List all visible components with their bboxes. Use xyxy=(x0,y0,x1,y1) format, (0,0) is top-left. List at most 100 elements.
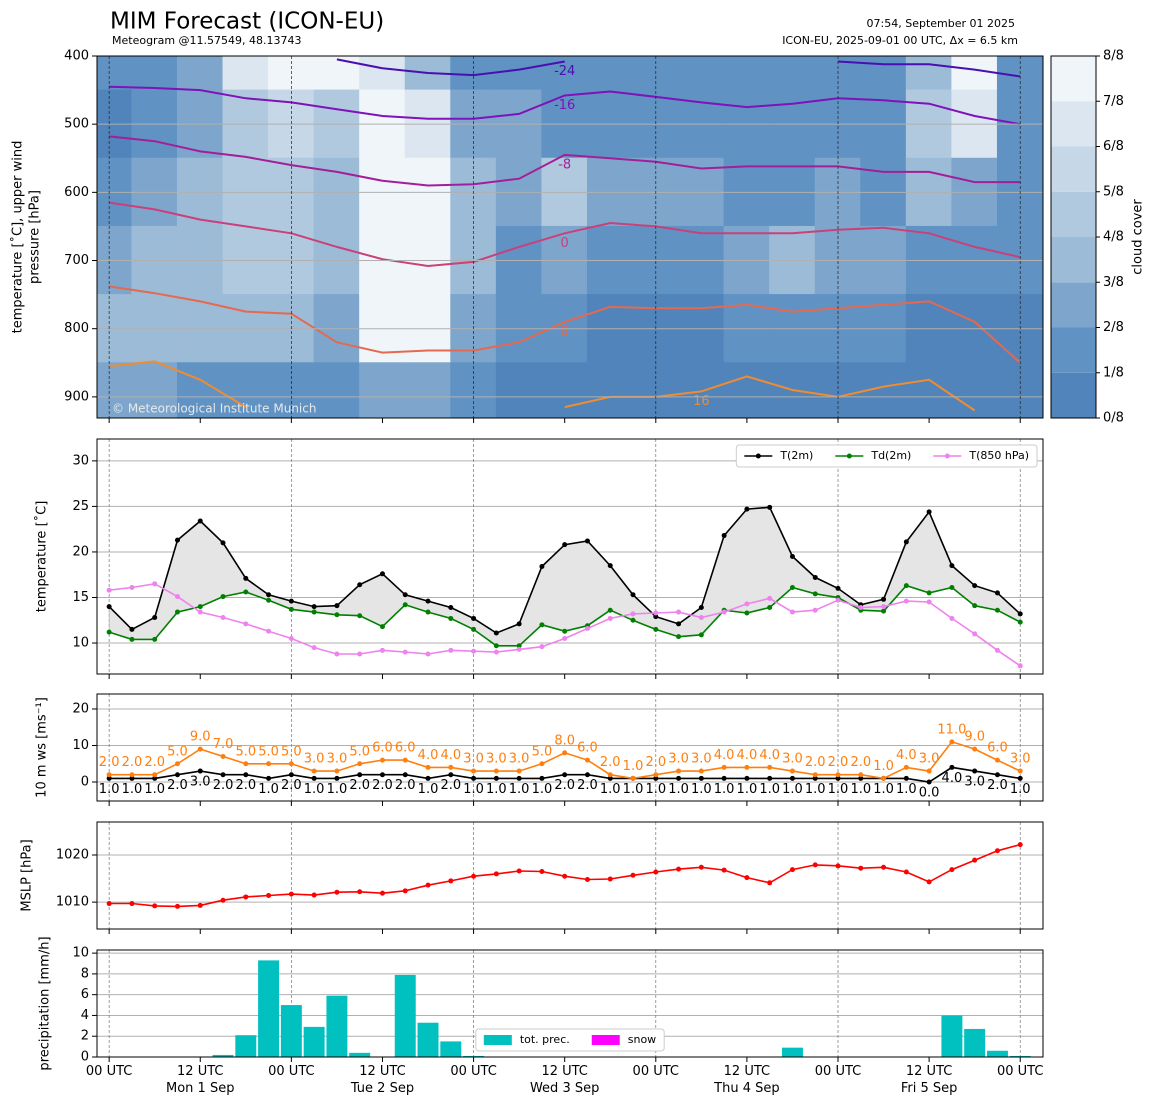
value-label: 1.0 xyxy=(122,782,143,797)
point xyxy=(630,617,636,623)
point xyxy=(584,772,590,778)
x-tick-label: 12 UTC Mon 1 Sep xyxy=(166,1064,235,1096)
point xyxy=(926,599,932,605)
point xyxy=(721,764,727,770)
point xyxy=(243,589,249,595)
point xyxy=(972,603,978,609)
point xyxy=(926,590,932,596)
value-label: 1.0 xyxy=(600,782,621,797)
point xyxy=(311,604,317,610)
point xyxy=(1017,768,1023,774)
legend-label: snow xyxy=(628,1033,656,1046)
point xyxy=(1017,842,1023,848)
value-label: 9.0 xyxy=(190,730,211,745)
value-label: 2.0 xyxy=(395,778,416,793)
point xyxy=(812,862,818,868)
y-tick-label: 0 xyxy=(81,1050,89,1065)
legend-box xyxy=(475,1028,665,1052)
point xyxy=(174,537,180,543)
point xyxy=(516,775,522,781)
value-label: 1.0 xyxy=(850,782,871,797)
bar xyxy=(212,1054,234,1057)
point xyxy=(676,609,682,615)
value-label: 4.0 xyxy=(418,748,439,763)
point xyxy=(243,761,249,767)
value-label: 1.0 xyxy=(99,782,120,797)
point xyxy=(972,746,978,752)
cloud-cell xyxy=(723,56,771,91)
x-tick-label: 12 UTC Fri 5 Sep xyxy=(900,1064,958,1096)
point xyxy=(835,863,841,869)
point xyxy=(653,626,659,632)
point xyxy=(858,865,864,871)
point xyxy=(220,772,226,778)
point xyxy=(357,651,363,657)
value-label: 1.0 xyxy=(623,759,644,774)
point xyxy=(448,764,454,770)
colorbar-band xyxy=(1051,282,1096,328)
colorbar-band xyxy=(1051,372,1096,418)
value-label: 7.0 xyxy=(213,737,234,752)
value-label: 1.0 xyxy=(737,782,758,797)
point xyxy=(767,504,773,510)
point xyxy=(881,608,887,614)
value-label: 5.0 xyxy=(258,744,279,759)
y-tick-label: 500 xyxy=(64,117,89,132)
point xyxy=(630,872,636,878)
point xyxy=(903,598,909,604)
colorbar-tick-label: 6/8 xyxy=(1103,139,1124,154)
cloud-cell xyxy=(814,362,862,418)
value-label: 2.0 xyxy=(281,778,302,793)
cloud-cell xyxy=(951,56,998,91)
point xyxy=(858,605,864,611)
colorbar-band xyxy=(1051,327,1096,373)
point xyxy=(129,626,135,632)
value-label: 5.0 xyxy=(167,744,188,759)
point xyxy=(448,878,454,884)
point xyxy=(266,893,272,899)
point xyxy=(471,775,477,781)
point xyxy=(311,892,317,898)
point xyxy=(448,615,454,621)
axes-frame xyxy=(96,55,1044,419)
colorbar-tick-label: 0/8 xyxy=(1103,411,1124,426)
value-label: 2.0 xyxy=(235,778,256,793)
value-label: 2.0 xyxy=(144,755,165,770)
cloud-cell xyxy=(495,362,543,418)
point xyxy=(676,621,682,627)
point xyxy=(539,644,545,650)
point xyxy=(471,648,477,654)
point xyxy=(379,772,385,778)
point xyxy=(152,636,158,642)
point xyxy=(152,772,158,778)
point xyxy=(698,632,704,638)
y-tick-label: 10 xyxy=(72,636,89,651)
point xyxy=(767,880,773,886)
bar xyxy=(349,1052,371,1057)
point xyxy=(402,649,408,655)
legend-label: Td(2m) xyxy=(870,449,911,462)
point xyxy=(379,571,385,577)
point xyxy=(129,772,135,778)
y-tick-label: 25 xyxy=(72,499,89,514)
y-axis-label: MSLP [hPa] xyxy=(20,839,35,911)
y-tick-label: 6 xyxy=(81,987,89,1002)
x-tick-label: 12 UTC Wed 3 Sep xyxy=(529,1064,600,1096)
point xyxy=(562,635,568,641)
point xyxy=(334,768,340,774)
point xyxy=(197,609,203,615)
point xyxy=(676,866,682,872)
colorbar-tick-label: 3/8 xyxy=(1103,275,1124,290)
point xyxy=(174,609,180,615)
isotherm-label: 16 xyxy=(693,394,710,409)
value-label: 1.0 xyxy=(144,782,165,797)
value-label: 2.0 xyxy=(805,755,826,770)
value-label: 1.0 xyxy=(623,782,644,797)
value-label: 4.0 xyxy=(942,771,963,786)
point xyxy=(630,592,636,598)
y-tick-label: 20 xyxy=(72,544,89,559)
x-tick-label: 00 UTC xyxy=(85,1064,133,1079)
legend-box xyxy=(735,444,1038,468)
point xyxy=(357,582,363,588)
